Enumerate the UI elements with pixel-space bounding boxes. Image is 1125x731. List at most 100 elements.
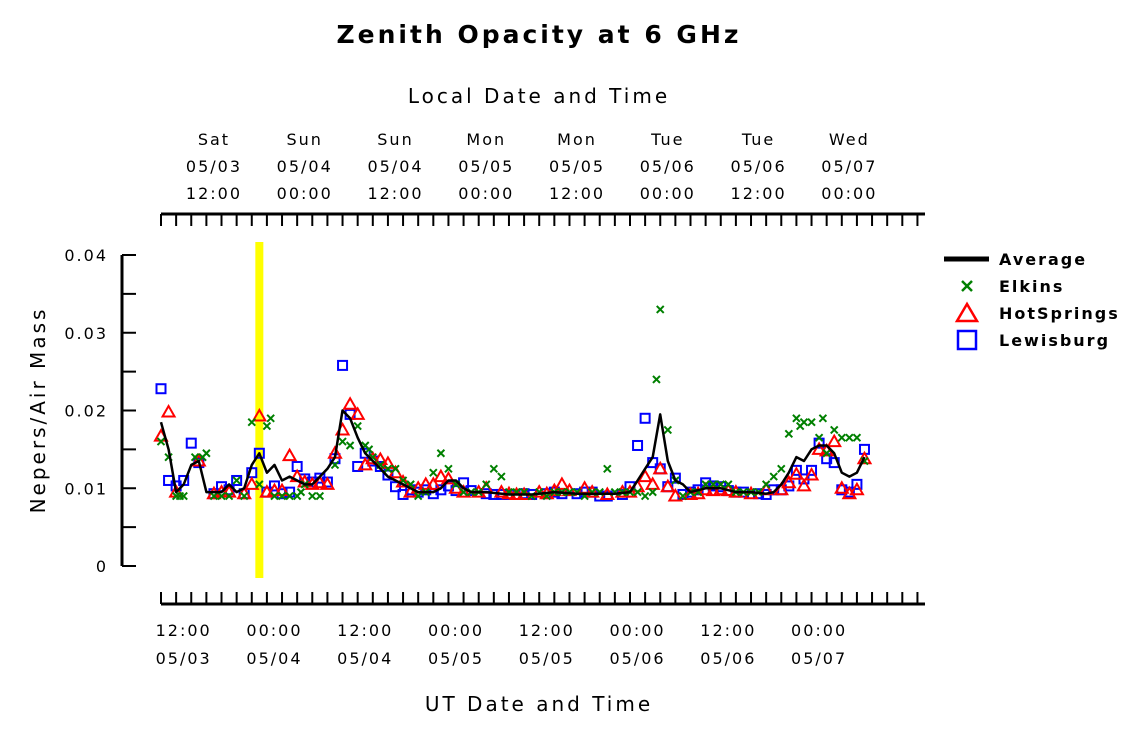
top-tick-time: 12:00 — [549, 184, 605, 203]
point-lewisburg — [639, 412, 651, 424]
point-elkins — [217, 491, 226, 501]
point-elkins — [270, 491, 279, 501]
marker-stroke — [391, 464, 400, 474]
marker-stroke — [308, 491, 317, 501]
point-elkins — [285, 491, 294, 501]
bottom-tick-date: 05/05 — [519, 649, 575, 668]
point-elkins — [845, 433, 854, 442]
point-elkins — [345, 441, 355, 450]
point-hotsprings — [312, 474, 328, 489]
bottom-tick-time: 12:00 — [337, 621, 393, 640]
point-hotsprings — [342, 396, 358, 410]
point-hotsprings — [455, 484, 472, 498]
point-lewisburg — [268, 480, 280, 492]
point-elkins — [603, 464, 612, 474]
plot-area — [153, 305, 873, 502]
point-elkins — [656, 305, 665, 314]
point-lewisburg — [185, 437, 197, 449]
marker-stroke — [640, 491, 650, 501]
y-tick-label: 0.04 — [64, 246, 108, 265]
series-elkins — [156, 305, 869, 501]
series-line-average — [159, 409, 866, 496]
marker-stroke — [769, 472, 778, 481]
legend: Average Elkins HotSprings Lewisburg — [944, 250, 1118, 351]
point-lewisburg — [337, 359, 349, 371]
legend-item-lewisburg: Lewisburg — [956, 329, 1108, 351]
marker-stroke — [217, 491, 226, 501]
point-elkins — [701, 480, 710, 489]
point-elkins — [444, 464, 453, 474]
point-hotsprings — [660, 478, 676, 493]
point-elkins — [648, 487, 657, 497]
top-tick-date: 05/03 — [186, 157, 242, 176]
point-hotsprings — [160, 404, 177, 418]
bottom-tick-date: 05/07 — [791, 649, 847, 668]
marker-stroke — [701, 480, 710, 489]
marker-stroke — [232, 476, 241, 485]
top-axis-label: Local Date and Time — [408, 84, 670, 108]
legend-item-average: Average — [944, 250, 1087, 269]
marker-stroke — [784, 429, 794, 439]
point-lewisburg — [806, 464, 818, 476]
marker-stroke — [633, 487, 642, 497]
marker-stroke — [652, 375, 661, 384]
marker-stroke — [814, 433, 824, 442]
marker-stroke — [497, 472, 506, 481]
marker-stroke — [240, 491, 249, 501]
marker-stroke — [807, 417, 816, 427]
top-tick-time: 12:00 — [186, 184, 242, 203]
point-elkins — [315, 491, 325, 501]
x-axis-label: UT Date and Time — [425, 692, 653, 716]
point-hotsprings — [584, 484, 600, 498]
point-elkins — [724, 480, 733, 489]
top-tick-day: Mon — [557, 130, 597, 149]
point-elkins — [383, 464, 393, 474]
marker-stroke — [285, 491, 294, 501]
point-elkins — [247, 417, 256, 427]
marker-stroke — [338, 437, 347, 446]
point-elkins — [262, 421, 272, 431]
point-elkins — [822, 449, 831, 458]
bottom-tick-time: 12:00 — [700, 621, 756, 640]
top-tick-day: Sun — [287, 130, 323, 149]
point-elkins — [413, 491, 423, 501]
point-lewisburg — [231, 474, 243, 486]
point-lewisburg — [790, 464, 802, 476]
point-elkins — [633, 487, 642, 497]
marker-stroke — [845, 433, 854, 442]
point-hotsprings — [440, 470, 457, 485]
point-elkins — [190, 452, 200, 462]
point-hotsprings — [781, 474, 797, 489]
marker-stroke — [202, 449, 211, 458]
marker-stroke — [482, 480, 491, 489]
top-tick-date: 05/05 — [549, 157, 605, 176]
point-lewisburg — [669, 472, 681, 484]
point-elkins — [663, 425, 673, 435]
point-elkins — [640, 491, 650, 501]
marker-stroke — [179, 491, 188, 501]
marker-stroke — [830, 425, 839, 435]
marker-stroke — [164, 452, 173, 462]
point-hotsprings — [811, 441, 827, 455]
bottom-tick-time: 12:00 — [156, 621, 212, 640]
marker-stroke — [262, 421, 272, 431]
marker-stroke — [277, 491, 287, 501]
marker-stroke — [663, 425, 673, 435]
y-tick-label: 0 — [96, 557, 108, 576]
point-elkins — [807, 417, 816, 427]
legend-swatch-square — [956, 329, 978, 351]
point-hotsprings — [319, 476, 336, 490]
marker-stroke — [255, 480, 264, 489]
marker-stroke — [708, 480, 718, 489]
marker-stroke — [190, 452, 200, 462]
top-tick-date: 05/07 — [821, 157, 877, 176]
legend-label: Average — [999, 250, 1087, 269]
point-hotsprings — [849, 481, 865, 496]
top-tick-date: 05/04 — [277, 157, 333, 176]
point-hotsprings — [834, 480, 850, 494]
point-elkins — [792, 414, 801, 423]
bottom-tick-date: 05/04 — [337, 649, 393, 668]
bottom-tick-time: 00:00 — [428, 621, 484, 640]
marker-stroke — [330, 460, 340, 470]
point-hotsprings — [796, 477, 812, 492]
